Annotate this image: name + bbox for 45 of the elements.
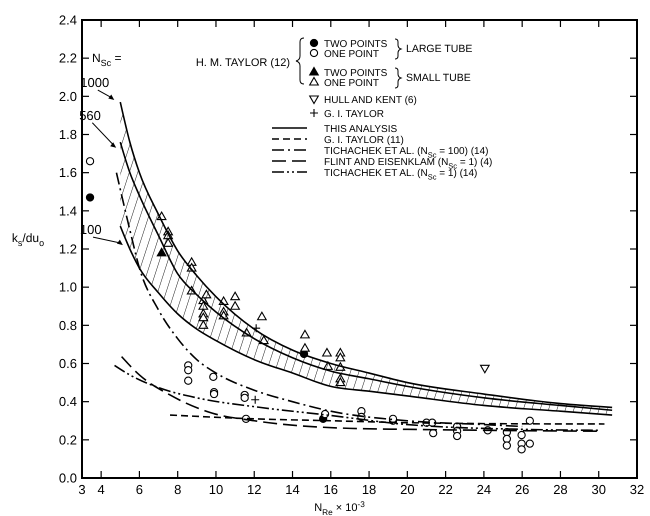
x-tick-label: 4 bbox=[98, 482, 105, 497]
x-tick-label: 16 bbox=[324, 482, 338, 497]
annotation: SMALL TUBE bbox=[406, 72, 471, 84]
x-tick-label: 14 bbox=[285, 482, 300, 497]
y-tick-label: 0.2 bbox=[58, 432, 77, 448]
y-tick-label: 0.0 bbox=[58, 470, 77, 486]
annotation: LARGE TUBE bbox=[406, 43, 472, 55]
x-tick-label: 30 bbox=[591, 482, 606, 497]
legend-label: ONE POINT bbox=[324, 49, 380, 60]
legend-label: TWO POINTS bbox=[324, 39, 388, 50]
annotation: 1000 bbox=[80, 75, 110, 90]
x-axis-title: N$_{Re}$ × 10$^{-3}$ bbox=[314, 500, 366, 516]
legend-title: H. M. TAYLOR (12) bbox=[196, 57, 290, 69]
y-tick-label: 1.6 bbox=[58, 165, 77, 180]
x-tick-label: 10 bbox=[208, 482, 224, 497]
legend-label: G. I. TAYLOR (11) bbox=[324, 135, 404, 146]
legend-label: HULL AND KENT (6) bbox=[324, 95, 417, 106]
y-tick-label: 1.0 bbox=[58, 280, 77, 295]
x-tick-label: 26 bbox=[514, 482, 530, 497]
y-tick-label: 2.2 bbox=[58, 50, 77, 66]
y-tick-label: 2.0 bbox=[58, 88, 77, 104]
x-tick-label: 20 bbox=[400, 482, 415, 497]
x-tick-label: 8 bbox=[174, 482, 182, 497]
legend-label: THIS ANALYSIS bbox=[324, 124, 398, 135]
x-tick-label: 32 bbox=[630, 482, 644, 497]
y-tick-label: 0.4 bbox=[58, 394, 77, 410]
legend-label: ONE POINT bbox=[324, 78, 380, 89]
legend-label: TICHACHEK ET AL. (N$_{Sc}$ = 1) (14) bbox=[324, 168, 478, 182]
x-tick-label: 12 bbox=[247, 482, 262, 497]
y-axis-title: k$_{s}$/du$_{o}$ bbox=[12, 231, 44, 248]
y-tick-label: 0.6 bbox=[58, 356, 77, 371]
legend-label: TWO POINTS bbox=[324, 68, 388, 79]
x-tick-label: 24 bbox=[476, 482, 492, 497]
annotation: N$_{Sc}$ = bbox=[92, 51, 122, 68]
y-tick-label: 0.8 bbox=[58, 318, 77, 333]
y-tick-label: 2.4 bbox=[58, 12, 77, 28]
x-tick-label: 22 bbox=[438, 482, 453, 497]
x-tick-label: 3 bbox=[78, 482, 86, 497]
x-tick-label: 6 bbox=[136, 482, 144, 497]
y-tick-label: 1.4 bbox=[58, 203, 77, 218]
y-tick-label: 1.8 bbox=[58, 127, 77, 142]
legend-label: G. I. TAYLOR bbox=[324, 109, 384, 120]
y-tick-label: 1.2 bbox=[58, 242, 77, 256]
x-tick-label: 28 bbox=[553, 482, 568, 497]
x-tick-label: 18 bbox=[362, 482, 376, 497]
